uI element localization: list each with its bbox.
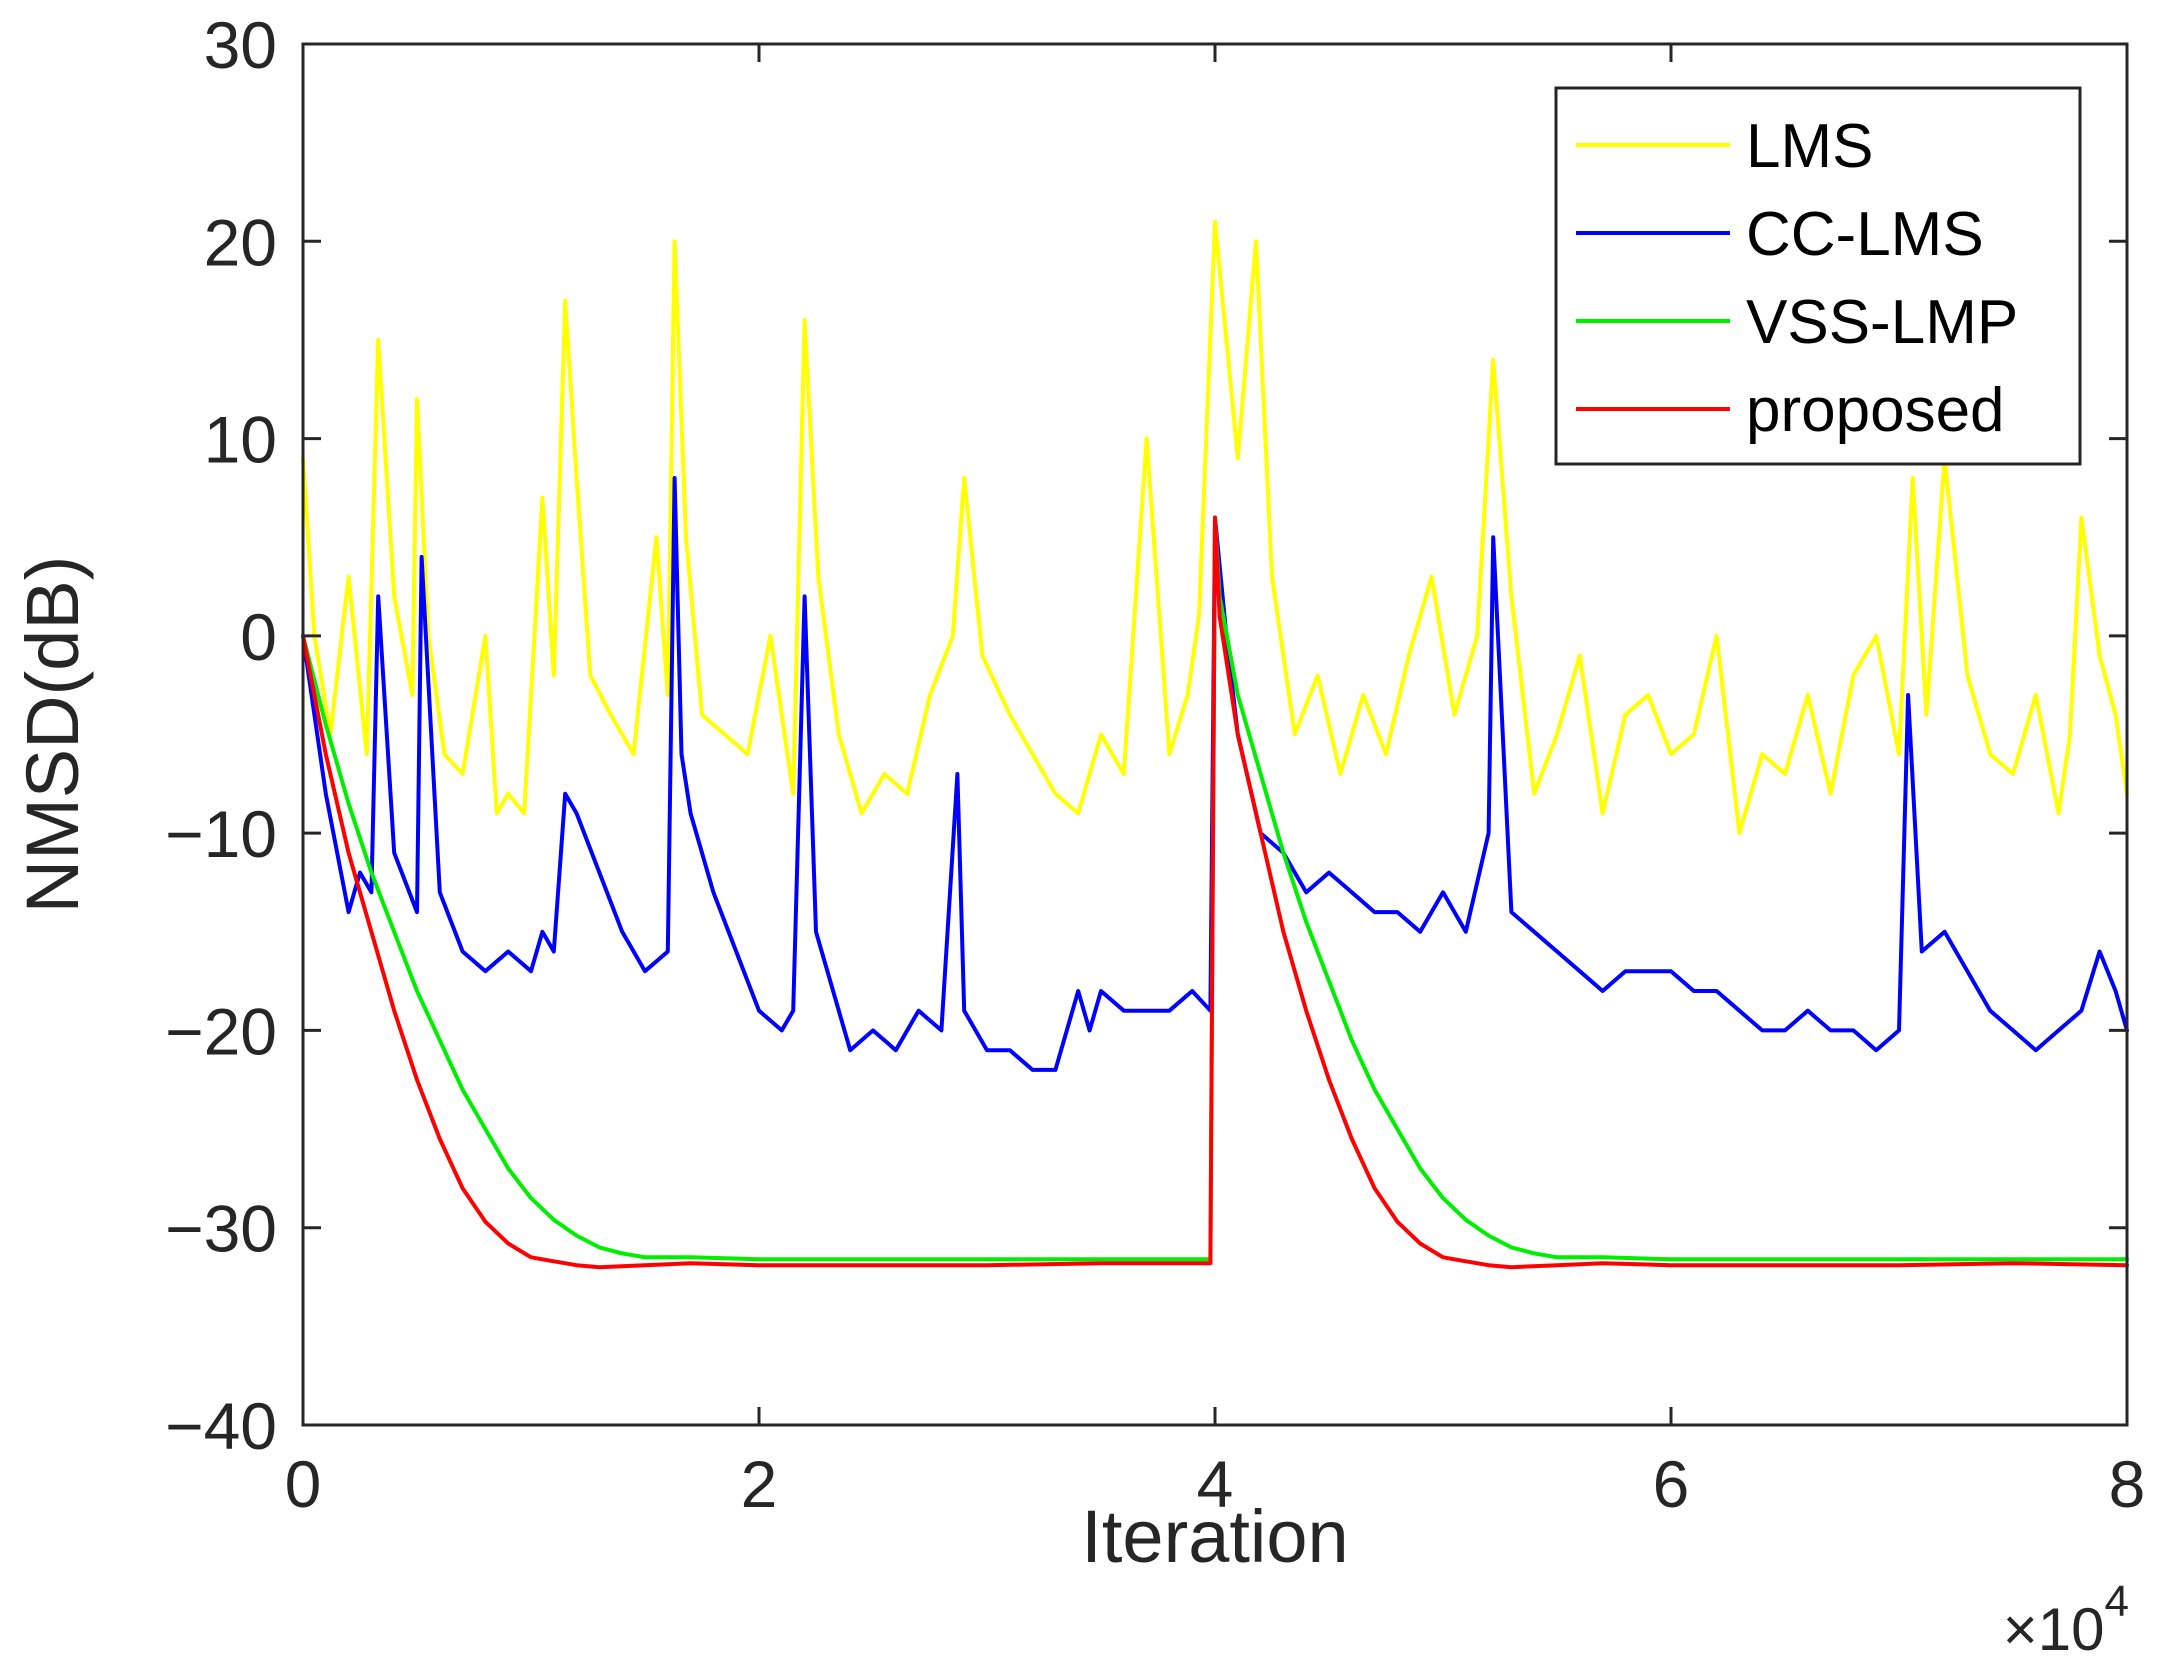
x-tick-label: 0 <box>285 1447 322 1521</box>
x-axis-multiplier-exponent: 4 <box>2105 1577 2129 1626</box>
legend-label: proposed <box>1746 376 2005 445</box>
legend-label: CC-LMS <box>1746 200 1984 269</box>
legend-label: LMS <box>1746 112 1873 181</box>
x-tick-label: 6 <box>1653 1447 1690 1521</box>
y-tick-label: 20 <box>204 205 277 279</box>
series-line-proposed <box>301 515 2129 1270</box>
y-tick-label: −30 <box>165 1192 277 1266</box>
y-tick-label: −20 <box>165 994 277 1068</box>
series-layer <box>301 219 2129 1270</box>
legend: LMS CC-LMS VSS-LMP proposed <box>1554 86 2082 466</box>
y-axis-label: NMSD(dB) <box>11 556 94 914</box>
x-tick-label: 4 <box>1197 1447 1234 1521</box>
ticks-layer: 0 2 4 6 8 30 20 10 0 −10 −20 −30 −40 <box>165 8 2145 1521</box>
x-tick-label: 8 <box>2109 1447 2146 1521</box>
x-tick-label: 2 <box>741 1447 778 1521</box>
x-axis-multiplier-base: ×10 <box>2003 1596 2105 1663</box>
y-tick-label: 30 <box>204 8 277 82</box>
x-axis-label: Iteration <box>1081 1495 1348 1578</box>
legend-box <box>1554 86 2082 466</box>
legend-label: VSS-LMP <box>1746 288 2018 357</box>
series-line-cc-lms <box>301 476 2129 1072</box>
x-axis-multiplier: ×104 <box>2003 1577 2129 1663</box>
series-line-lms <box>301 219 2129 836</box>
y-tick-label: 0 <box>240 600 277 674</box>
y-tick-label: 10 <box>204 403 277 477</box>
y-tick-label: −40 <box>165 1389 277 1463</box>
y-tick-label: −10 <box>165 797 277 871</box>
